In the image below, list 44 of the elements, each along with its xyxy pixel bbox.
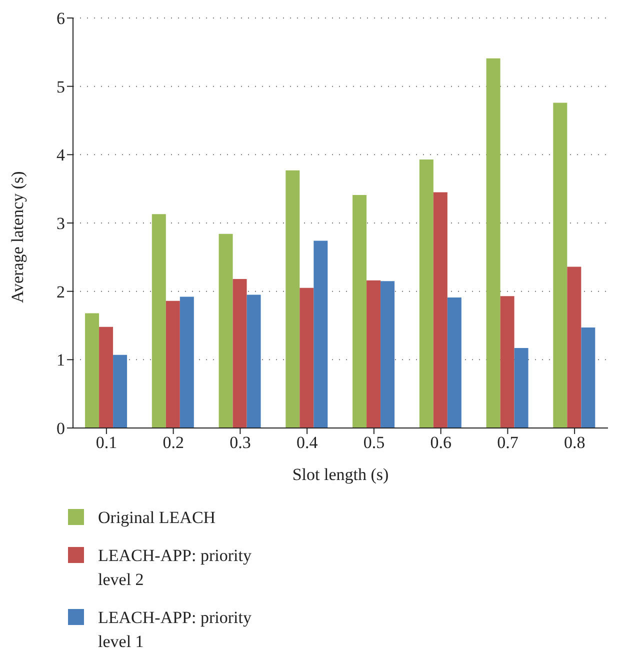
bar: [300, 288, 314, 428]
x-tick-label: 0.8: [564, 433, 586, 452]
bar: [180, 296, 194, 428]
bar: [567, 266, 582, 428]
bar: [314, 240, 328, 428]
bar: [553, 102, 568, 428]
y-tick-label: 2: [56, 282, 65, 302]
x-tick-label: 0.2: [162, 433, 184, 452]
bar: [500, 296, 514, 428]
y-tick-label: 0: [56, 419, 65, 438]
x-tick-label: 0.1: [96, 433, 118, 452]
legend-label: LEACH-APP: priority level 1: [98, 607, 252, 653]
bar: [232, 279, 247, 428]
bar: [581, 328, 596, 428]
bar: [352, 194, 367, 428]
x-tick-label: 0.3: [230, 433, 251, 452]
bar: [366, 280, 381, 428]
bar: [246, 294, 261, 428]
legend-label: LEACH-APP: priority level 2: [98, 545, 252, 591]
bar: [218, 234, 233, 428]
bar: [433, 192, 448, 428]
bar: [99, 326, 114, 428]
y-tick-label: 4: [56, 146, 66, 165]
bar: [113, 354, 128, 428]
x-axis-title: Slot length (s): [292, 465, 389, 484]
y-tick-label: 6: [56, 9, 65, 28]
y-axis-title: Average latency (s): [8, 171, 28, 303]
legend-label: Original LEACH: [98, 507, 217, 529]
bar: [419, 159, 434, 428]
bar: [514, 348, 528, 428]
y-tick-label: 5: [56, 77, 65, 96]
bar: [447, 297, 462, 428]
bar: [286, 170, 300, 428]
y-tick-label: 1: [56, 350, 65, 370]
bar: [380, 281, 395, 428]
bar: [85, 313, 100, 428]
y-tick-label: 3: [56, 214, 65, 234]
bar: [166, 300, 180, 428]
x-tick-label: 0.4: [296, 433, 318, 452]
x-tick-label: 0.6: [430, 433, 452, 452]
x-tick-label: 0.7: [497, 433, 519, 452]
x-tick-label: 0.5: [363, 433, 385, 452]
bar: [152, 214, 166, 428]
bar: [486, 58, 500, 428]
